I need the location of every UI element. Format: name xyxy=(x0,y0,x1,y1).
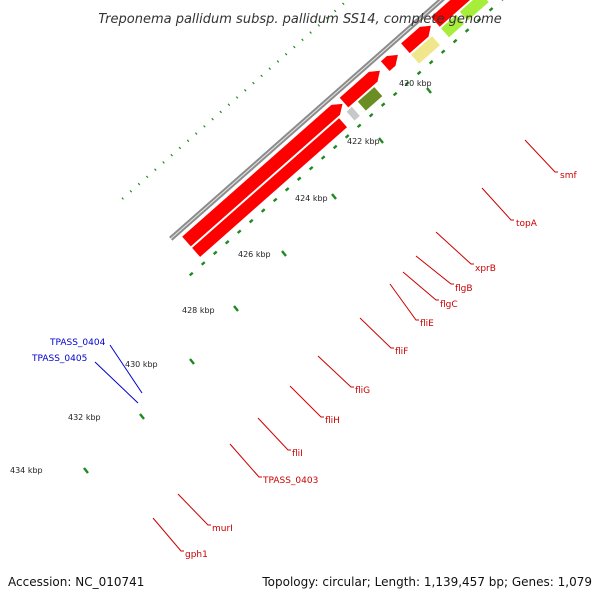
gene-label[interactable]: xprB xyxy=(475,264,496,274)
tick-label: 432 kbp xyxy=(68,413,101,422)
gene-label[interactable]: smf xyxy=(560,171,577,181)
gene-label[interactable]: TPASS_0403 xyxy=(262,476,318,486)
leader-line xyxy=(389,283,419,321)
label-leaders xyxy=(94,139,558,552)
tick-label: 434 kbp xyxy=(10,466,43,475)
gene-label-blue[interactable]: TPASS_0405 xyxy=(31,354,87,364)
leader-line xyxy=(152,517,184,552)
major-tick-5 xyxy=(233,305,239,312)
gene-arrow-5[interactable] xyxy=(431,0,473,27)
leader-line xyxy=(415,255,454,285)
genome-title: Treponema pallidum subsp. pallidum SS14,… xyxy=(98,12,502,27)
tick-label: 420 kbp xyxy=(399,79,432,88)
leader-line xyxy=(524,139,558,173)
category-block-6 xyxy=(459,0,489,21)
major-tick-1 xyxy=(426,87,432,94)
gene-arrow-4[interactable] xyxy=(401,25,431,54)
category-block-3 xyxy=(357,87,383,111)
accession-text: Accession: NC_010741 xyxy=(8,575,144,589)
gene-label[interactable]: flgC xyxy=(440,300,458,310)
leader-line xyxy=(481,187,514,221)
major-tick-3 xyxy=(331,193,337,200)
genome-summary-text: Topology: circular; Length: 1,139,457 bp… xyxy=(261,575,592,589)
gene-labels: 420 kbp 422 kbp 424 kbp 426 kbp 428 kbp 430 k… xyxy=(10,79,577,560)
kbp-ticks xyxy=(83,0,504,474)
leader-line xyxy=(229,443,262,478)
leader-line xyxy=(359,317,394,349)
leader-line xyxy=(402,271,439,301)
category-block-4 xyxy=(411,36,440,64)
gene-label-blue[interactable]: TPASS_0404 xyxy=(49,338,106,348)
gene-tracks xyxy=(169,0,492,257)
tick-label: 430 kbp xyxy=(125,360,158,369)
gene-arrow-1[interactable] xyxy=(182,103,343,247)
leader-line xyxy=(177,493,211,526)
gene-label[interactable]: fliG xyxy=(355,386,370,396)
major-tick-4 xyxy=(281,250,287,257)
gene-arrow-3[interactable] xyxy=(380,54,398,71)
major-tick-7 xyxy=(139,413,145,420)
leader-line-blue xyxy=(109,344,143,394)
gene-label[interactable]: topA xyxy=(516,219,538,229)
gene-label[interactable]: flgB xyxy=(455,284,473,294)
leader-line-blue xyxy=(94,361,139,404)
gene-label[interactable]: fliH xyxy=(325,416,340,426)
gene-label[interactable]: fliI xyxy=(292,449,303,459)
gene-label[interactable]: fliF xyxy=(395,347,408,357)
tick-label: 422 kbp xyxy=(347,137,380,146)
leader-line xyxy=(435,231,474,265)
tick-row-inner xyxy=(188,0,504,277)
major-tick-2 xyxy=(378,137,384,144)
tick-label: 424 kbp xyxy=(295,194,328,203)
gene-arrow-2[interactable] xyxy=(339,70,380,108)
leader-line xyxy=(317,355,354,388)
major-tick-8 xyxy=(83,467,89,474)
gene-label[interactable]: fliE xyxy=(420,319,434,329)
leader-line xyxy=(289,385,324,418)
category-block-5 xyxy=(441,14,464,38)
category-block-1 xyxy=(192,118,347,257)
major-tick-6 xyxy=(189,358,195,365)
gene-label[interactable]: murI xyxy=(212,524,233,534)
leader-line xyxy=(257,417,291,451)
tick-row-outer xyxy=(121,2,345,200)
tick-label: 426 kbp xyxy=(238,250,271,259)
tick-label: 428 kbp xyxy=(182,306,215,315)
genome-backbone-highlight xyxy=(170,0,442,240)
gene-label[interactable]: gph1 xyxy=(185,550,208,560)
category-block-2 xyxy=(346,106,360,121)
